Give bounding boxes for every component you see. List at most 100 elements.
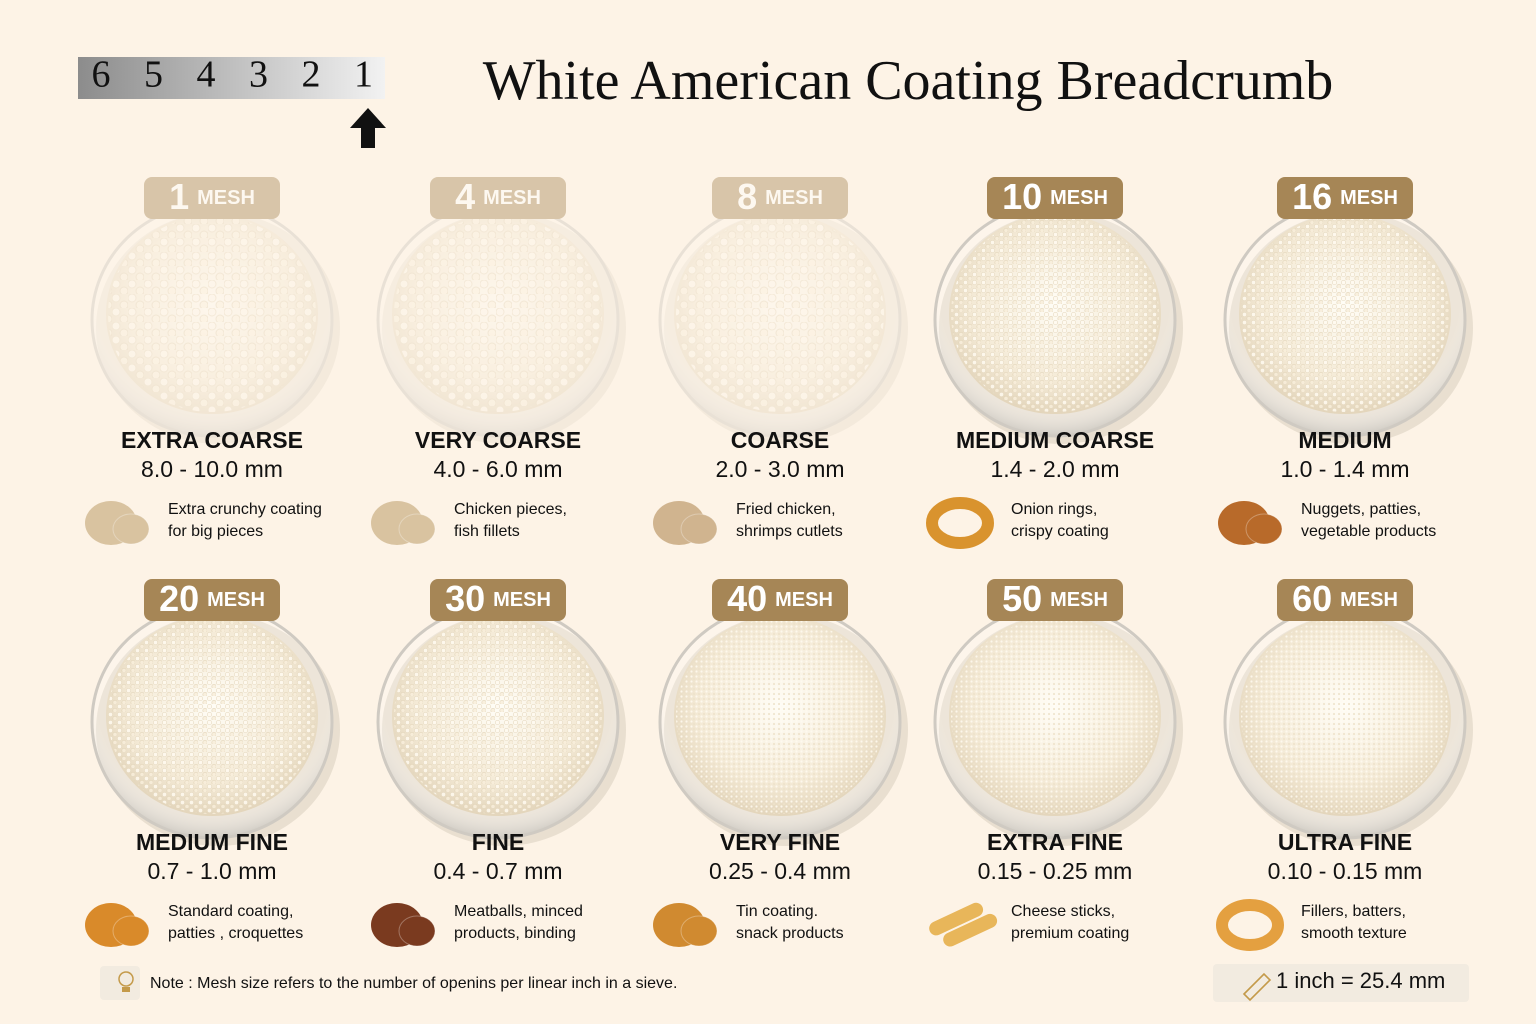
card: 16 MESH MEDIUM 1.0 - 1.4 mm Nuggets, patties…: [1218, 176, 1473, 545]
food-icon: [112, 513, 150, 545]
mesh-badge: [987, 177, 1123, 219]
mesh-number: 8: [737, 176, 757, 217]
scale-number: 3: [249, 54, 268, 96]
mesh-number: 30: [445, 578, 485, 619]
grade-name: MEDIUM: [1298, 427, 1391, 453]
usage-text: Nuggets, patties,: [1301, 501, 1421, 518]
usage-text: Extra crunchy coating: [168, 501, 322, 518]
grade-name: ULTRA FINE: [1278, 829, 1412, 855]
mesh-label: 1 MESH: [169, 176, 255, 217]
crumbs-texture: [1241, 618, 1449, 814]
mesh-number: 4: [455, 176, 475, 217]
title: White American Coating Breadcrumb: [483, 50, 1334, 112]
crumbs-texture: [951, 216, 1159, 412]
mesh-number: 10: [1002, 176, 1042, 217]
mesh-badge: [430, 579, 566, 621]
grade-name: VERY COARSE: [415, 427, 581, 453]
card-visual: 40 MESH: [658, 578, 908, 846]
card: 10 MESH MEDIUM COARSE 1.4 - 2.0 mm Onion rin…: [926, 176, 1183, 549]
card: 20 MESH MEDIUM FINE 0.7 - 1.0 mm Standard co…: [85, 578, 340, 947]
card-visual: 30 MESH: [376, 578, 626, 846]
food-icon: [926, 497, 994, 549]
food-icon: [680, 513, 718, 545]
usage-text: vegetable products: [1301, 523, 1436, 540]
card-visual: 60 MESH: [1223, 578, 1473, 846]
size-range: 2.0 - 3.0 mm: [715, 456, 844, 482]
usage-text: crispy coating: [1011, 523, 1109, 540]
mesh-badge: [430, 177, 566, 219]
size-range: 0.10 - 0.15 mm: [1268, 858, 1423, 884]
food-icon: [680, 915, 718, 947]
grade-name: COARSE: [731, 427, 829, 453]
grade-name: EXTRA FINE: [987, 829, 1123, 855]
size-range: 1.0 - 1.4 mm: [1280, 456, 1409, 482]
mesh-badge: [1277, 177, 1413, 219]
size-range: 0.4 - 0.7 mm: [433, 858, 562, 884]
size-range: 0.15 - 0.25 mm: [978, 858, 1133, 884]
mesh-number: 20: [159, 578, 199, 619]
mesh-badge: [987, 579, 1123, 621]
food-icon: [1216, 899, 1284, 951]
size-range: 4.0 - 6.0 mm: [433, 456, 562, 482]
grade-name: VERY FINE: [720, 829, 840, 855]
usage-text: products, binding: [454, 925, 576, 942]
crumbs-texture: [108, 216, 316, 412]
ruler-icon: [1242, 972, 1272, 1002]
mesh-unit: MESH: [775, 589, 833, 611]
food-icon: [398, 915, 436, 947]
food-icon: [929, 902, 984, 936]
mesh-unit: MESH: [197, 187, 255, 209]
note: Note : Mesh size refers to the number of…: [100, 966, 677, 1000]
card-visual: 1 MESH: [90, 176, 340, 444]
card: 1 MESH EXTRA COARSE 8.0 - 10.0 mm Extra crun…: [85, 176, 340, 545]
mesh-badge: [712, 177, 848, 219]
bulb-base: [122, 987, 130, 992]
usage-text: Onion rings,: [1011, 501, 1097, 518]
usage-text: Tin coating.: [736, 903, 818, 920]
size-range: 0.7 - 1.0 mm: [147, 858, 276, 884]
card-visual: 10 MESH: [933, 176, 1183, 444]
scale-number: 1: [354, 54, 373, 96]
usage-text: Standard coating,: [168, 903, 293, 920]
scale-number: 4: [197, 54, 216, 96]
usage-text: Meatballs, minced: [454, 903, 583, 920]
mesh-unit: MESH: [1050, 187, 1108, 209]
mesh-unit: MESH: [1340, 187, 1398, 209]
crumbs-texture: [394, 618, 602, 814]
mesh-number: 40: [727, 578, 767, 619]
mesh-label: 4 MESH: [455, 176, 541, 217]
mesh-unit: MESH: [765, 187, 823, 209]
card: 60 MESH ULTRA FINE 0.10 - 0.15 mm Fillers, b…: [1216, 578, 1473, 951]
crumbs-texture: [676, 216, 884, 412]
usage-text: Fillers, batters,: [1301, 903, 1406, 920]
mesh-unit: MESH: [207, 589, 265, 611]
usage-text: patties , croquettes: [168, 925, 303, 942]
conversion-text: 1 inch = 25.4 mm: [1276, 968, 1445, 993]
note-text: Note : Mesh size refers to the number of…: [150, 975, 677, 992]
mesh-number: 16: [1292, 176, 1332, 217]
usage-text: Cheese sticks,: [1011, 903, 1115, 920]
mesh-label: 30 MESH: [445, 578, 551, 619]
mesh-number: 60: [1292, 578, 1332, 619]
mesh-unit: MESH: [483, 187, 541, 209]
usage-text: fish fillets: [454, 523, 520, 540]
mesh-label: 10 MESH: [1002, 176, 1108, 217]
arrow-icon: [350, 108, 386, 148]
card: 8 MESH COARSE 2.0 - 3.0 mm Fried chicken, shr…: [653, 176, 908, 545]
size-range: 0.25 - 0.4 mm: [709, 858, 851, 884]
scale-bar: [78, 57, 385, 99]
card: 40 MESH VERY FINE 0.25 - 0.4 mm Tin coating.…: [653, 578, 908, 947]
card-visual: 8 MESH: [658, 176, 908, 444]
crumbs-texture: [394, 216, 602, 412]
mesh-unit: MESH: [493, 589, 551, 611]
usage-text: Chicken pieces,: [454, 501, 567, 518]
conversion: 1 inch = 25.4 mm: [1213, 964, 1469, 1002]
scale-number: 6: [92, 54, 111, 96]
usage-text: shrimps cutlets: [736, 523, 843, 540]
food-icon: [1245, 513, 1283, 545]
mesh-badge: [1277, 579, 1413, 621]
card-visual: 16 MESH: [1223, 176, 1473, 444]
mesh-badge: [144, 579, 280, 621]
